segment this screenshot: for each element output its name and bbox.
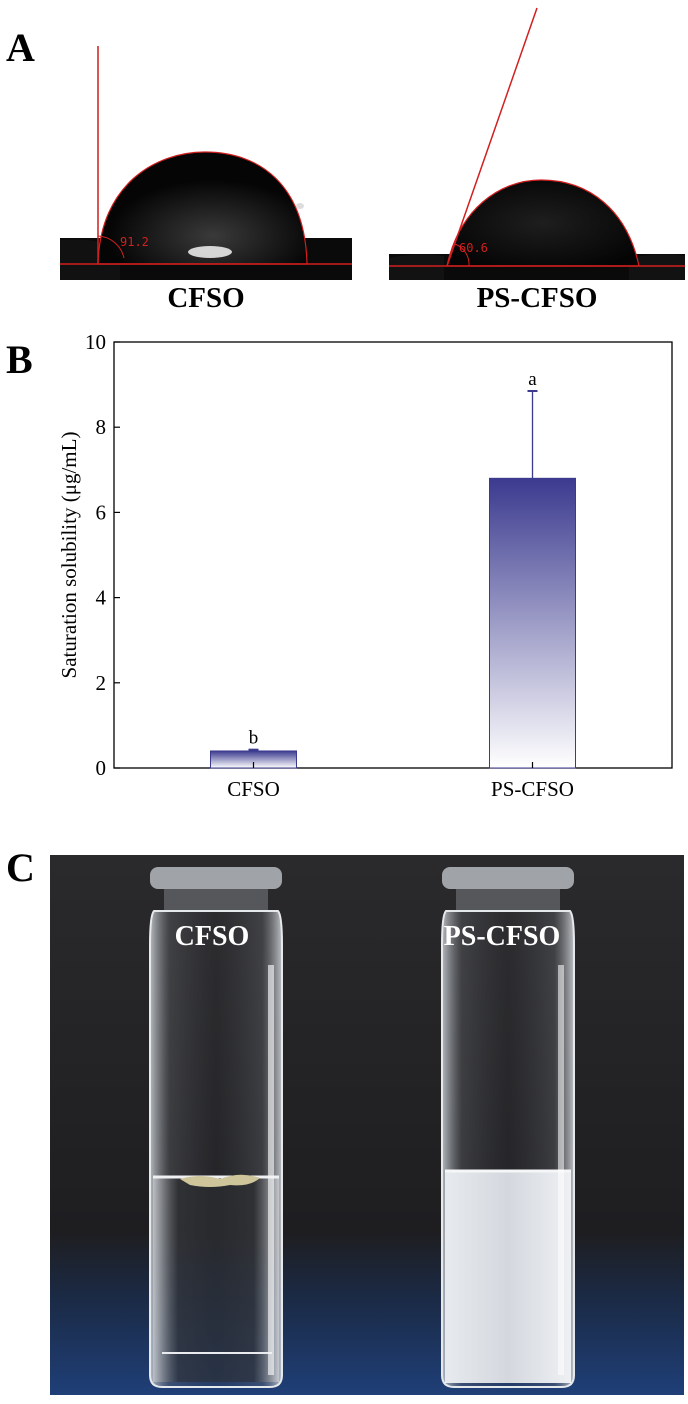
bar-ps-cfso — [489, 477, 576, 769]
contact-angle-image-cfso: 91.2 — [60, 10, 352, 280]
vial-cfso — [149, 867, 283, 1388]
x-tick-label: PS-CFSO — [491, 777, 574, 801]
panel-letter-b: B — [6, 337, 33, 382]
photo-background — [50, 855, 684, 1395]
panel-letter-a: A — [6, 25, 35, 70]
significance-label: a — [528, 369, 537, 390]
contact-angle-label-cfso: CFSO — [167, 282, 245, 314]
y-tick-label: 10 — [85, 330, 106, 354]
bar-chart: 0 2 4 6 8 10 Saturation solubility (μg/mL) b CFS… — [57, 330, 673, 801]
y-tick-label: 0 — [96, 756, 107, 780]
undissolved-oil — [180, 1174, 260, 1187]
y-tick-label: 4 — [96, 586, 107, 610]
vial-ps-cfso — [441, 867, 575, 1388]
tangent-line — [446, 7, 538, 267]
significance-label: b — [249, 728, 259, 749]
droplet — [446, 179, 640, 267]
y-tick-label: 6 — [96, 500, 107, 524]
contact-angle-label-ps-cfso: PS-CFSO — [476, 282, 598, 314]
plot-frame — [113, 341, 673, 769]
contact-angle-value: 60.6 — [459, 241, 488, 255]
x-tick-label: CFSO — [227, 777, 280, 801]
vial-label-cfso: CFSO — [175, 921, 250, 952]
y-tick-label: 8 — [96, 415, 107, 439]
y-axis-label: Saturation solubility (μg/mL) — [57, 432, 81, 679]
contact-angle-value: 91.2 — [120, 235, 149, 249]
droplet — [97, 151, 308, 265]
vial-photo: CFSO PS-CFSO — [50, 855, 684, 1395]
vial-label-ps-cfso: PS-CFSO — [444, 921, 561, 952]
panel-letter-c: C — [6, 845, 35, 890]
milky-dispersion — [445, 1171, 571, 1383]
y-tick-label: 2 — [96, 671, 107, 695]
contact-angle-image-ps-cfso: 60.6 — [389, 0, 685, 280]
